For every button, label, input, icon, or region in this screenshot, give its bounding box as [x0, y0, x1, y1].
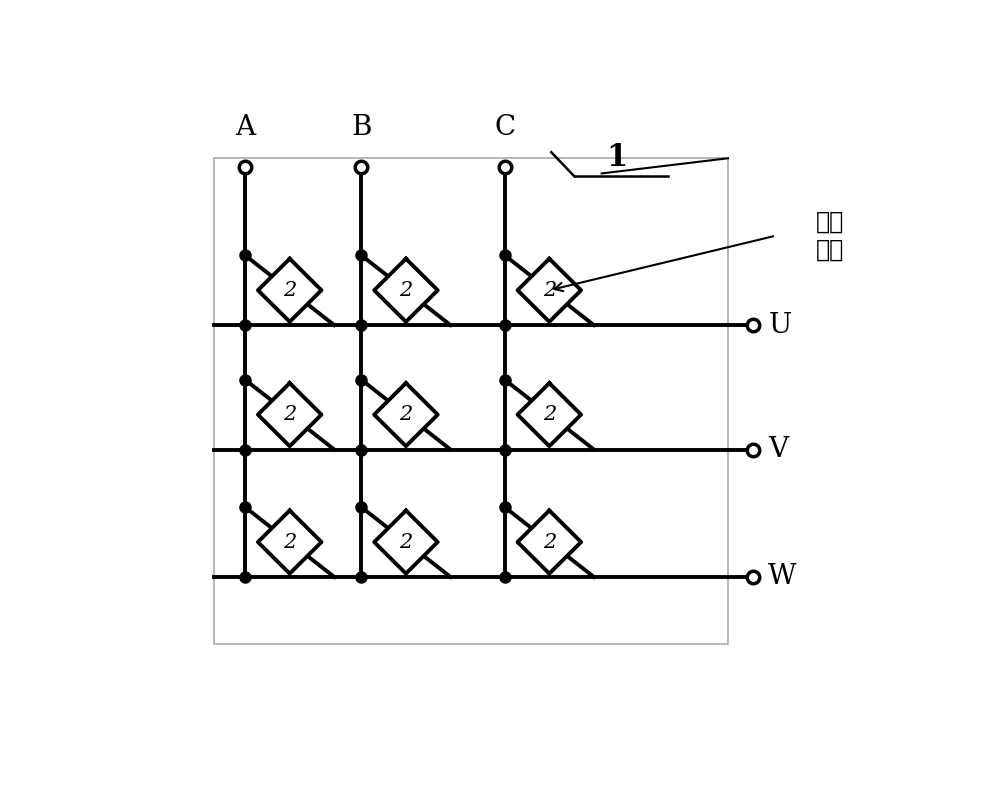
Text: 2: 2 [543, 405, 556, 424]
Polygon shape [258, 511, 321, 574]
Text: V: V [768, 436, 788, 463]
Polygon shape [374, 383, 438, 446]
Polygon shape [374, 258, 438, 322]
Text: A: A [235, 114, 255, 141]
Polygon shape [258, 383, 321, 446]
Polygon shape [518, 511, 581, 574]
Text: 2: 2 [283, 405, 296, 424]
Text: B: B [351, 114, 372, 141]
Text: 1: 1 [607, 143, 628, 173]
Text: 2: 2 [399, 405, 413, 424]
Text: 2: 2 [283, 533, 296, 552]
Bar [214, 158, 728, 644]
Text: W: W [768, 563, 797, 590]
Polygon shape [258, 258, 321, 322]
Text: 2: 2 [399, 281, 413, 299]
Text: 2: 2 [543, 281, 556, 299]
Polygon shape [518, 383, 581, 446]
Text: 2: 2 [283, 281, 296, 299]
Text: C: C [494, 114, 515, 141]
Text: 矩阵: 矩阵 [816, 210, 844, 234]
Text: U: U [768, 311, 792, 339]
Text: 单元: 单元 [816, 237, 844, 262]
Text: 2: 2 [399, 533, 413, 552]
Text: 2: 2 [543, 533, 556, 552]
Polygon shape [518, 258, 581, 322]
Polygon shape [374, 511, 438, 574]
